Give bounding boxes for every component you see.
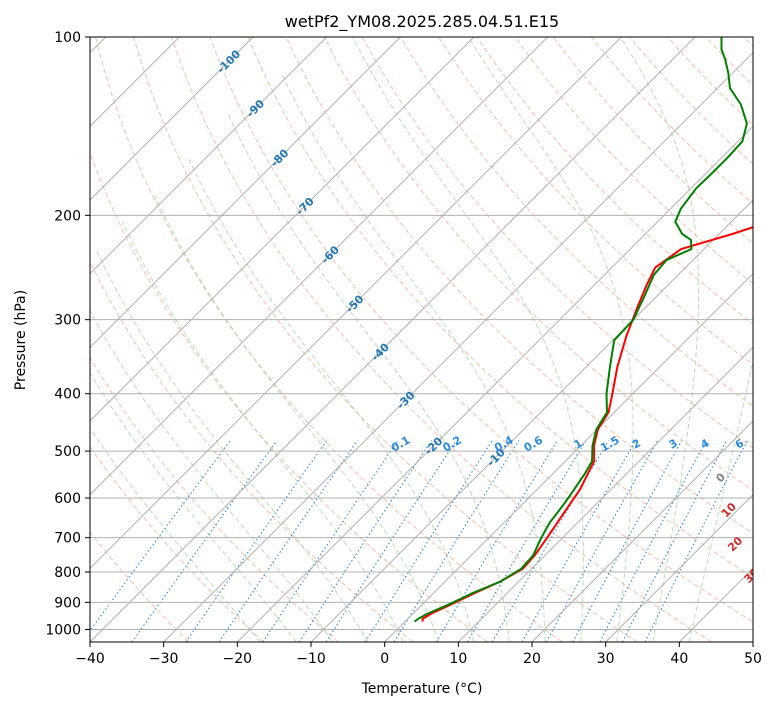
x-tick-label: −20	[223, 651, 253, 667]
y-tick-label: 800	[54, 565, 81, 581]
chart-title: wetPf2_YM08.2025.285.04.51.E15	[285, 12, 559, 32]
y-tick-label: 900	[54, 595, 81, 611]
y-tick-label: 200	[54, 208, 81, 224]
x-tick-label: 50	[744, 651, 762, 667]
y-tick-label: 600	[54, 491, 81, 507]
y-tick-label: 100	[54, 30, 81, 46]
x-tick-label: 30	[597, 651, 615, 667]
x-tick-label: −10	[296, 651, 326, 667]
y-tick-label: 1000	[45, 622, 81, 638]
y-tick-label: 500	[54, 444, 81, 460]
x-tick-label: 40	[670, 651, 688, 667]
y-axis-label: Pressure (hPa)	[13, 290, 29, 390]
y-tick-label: 400	[54, 387, 81, 403]
x-tick-label: −30	[149, 651, 179, 667]
y-tick-label: 300	[54, 313, 81, 329]
x-tick-label: 0	[380, 651, 389, 667]
y-tick-label: 700	[54, 531, 81, 547]
x-tick-label: 20	[523, 651, 541, 667]
x-axis-label: Temperature (°C)	[361, 681, 483, 697]
x-tick-label: 10	[449, 651, 467, 667]
x-tick-label: −40	[75, 651, 105, 667]
